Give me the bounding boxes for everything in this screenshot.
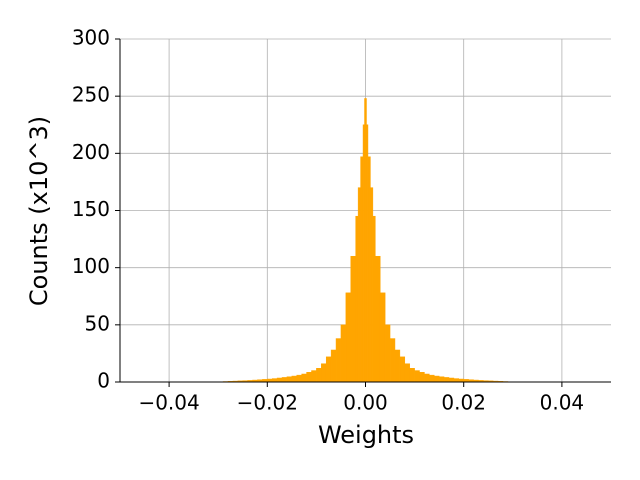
bar: [389, 338, 396, 383]
bar: [306, 372, 312, 383]
bar: [448, 377, 455, 383]
y-tick-label: 250: [72, 83, 110, 107]
bar: [321, 363, 327, 383]
bar: [301, 373, 307, 383]
bar: [350, 255, 356, 383]
bar: [429, 374, 435, 383]
bar: [370, 187, 374, 383]
bar: [276, 377, 283, 383]
bar: [340, 324, 347, 383]
y-tick-label: 100: [72, 254, 110, 278]
bar: [433, 375, 440, 383]
bar: [379, 292, 386, 383]
y-tick-label: 300: [72, 26, 110, 50]
y-tick-label: 200: [72, 140, 110, 164]
bar: [399, 356, 406, 383]
bar: [394, 349, 401, 383]
bar: [355, 215, 359, 383]
bar: [453, 378, 460, 383]
y-tick-label: 0: [97, 369, 110, 393]
bar: [271, 378, 278, 383]
bar: [316, 368, 322, 383]
bar: [424, 373, 430, 383]
bar: [384, 324, 391, 383]
bar: [325, 356, 332, 383]
x-tick-label: 0.02: [441, 391, 486, 415]
y-tick-label: 50: [85, 311, 110, 335]
bar: [360, 156, 364, 383]
x-tick-label: −0.02: [237, 391, 298, 415]
bar: [364, 98, 367, 383]
bar: [296, 374, 302, 383]
bar: [375, 255, 381, 383]
y-axis-label: Counts (x10^3): [25, 116, 53, 306]
bar: [345, 292, 352, 383]
bar: [291, 375, 298, 383]
x-tick-label: −0.04: [138, 391, 199, 415]
bar: [443, 377, 450, 383]
bar: [357, 187, 361, 383]
x-axis-label: Weights: [318, 421, 414, 449]
bar: [404, 363, 410, 383]
x-tick-label: 0.04: [540, 391, 585, 415]
bar: [372, 215, 376, 383]
bar: [286, 376, 293, 383]
x-tick-label: 0.00: [343, 391, 388, 415]
bar: [438, 376, 445, 383]
bar: [330, 349, 337, 383]
y-tick-label: 150: [72, 197, 110, 221]
bar: [281, 377, 288, 383]
bar: [367, 156, 371, 383]
bar: [414, 370, 420, 383]
bar: [419, 372, 425, 383]
bar: [311, 370, 317, 383]
bar: [409, 368, 415, 383]
bar: [335, 338, 342, 383]
